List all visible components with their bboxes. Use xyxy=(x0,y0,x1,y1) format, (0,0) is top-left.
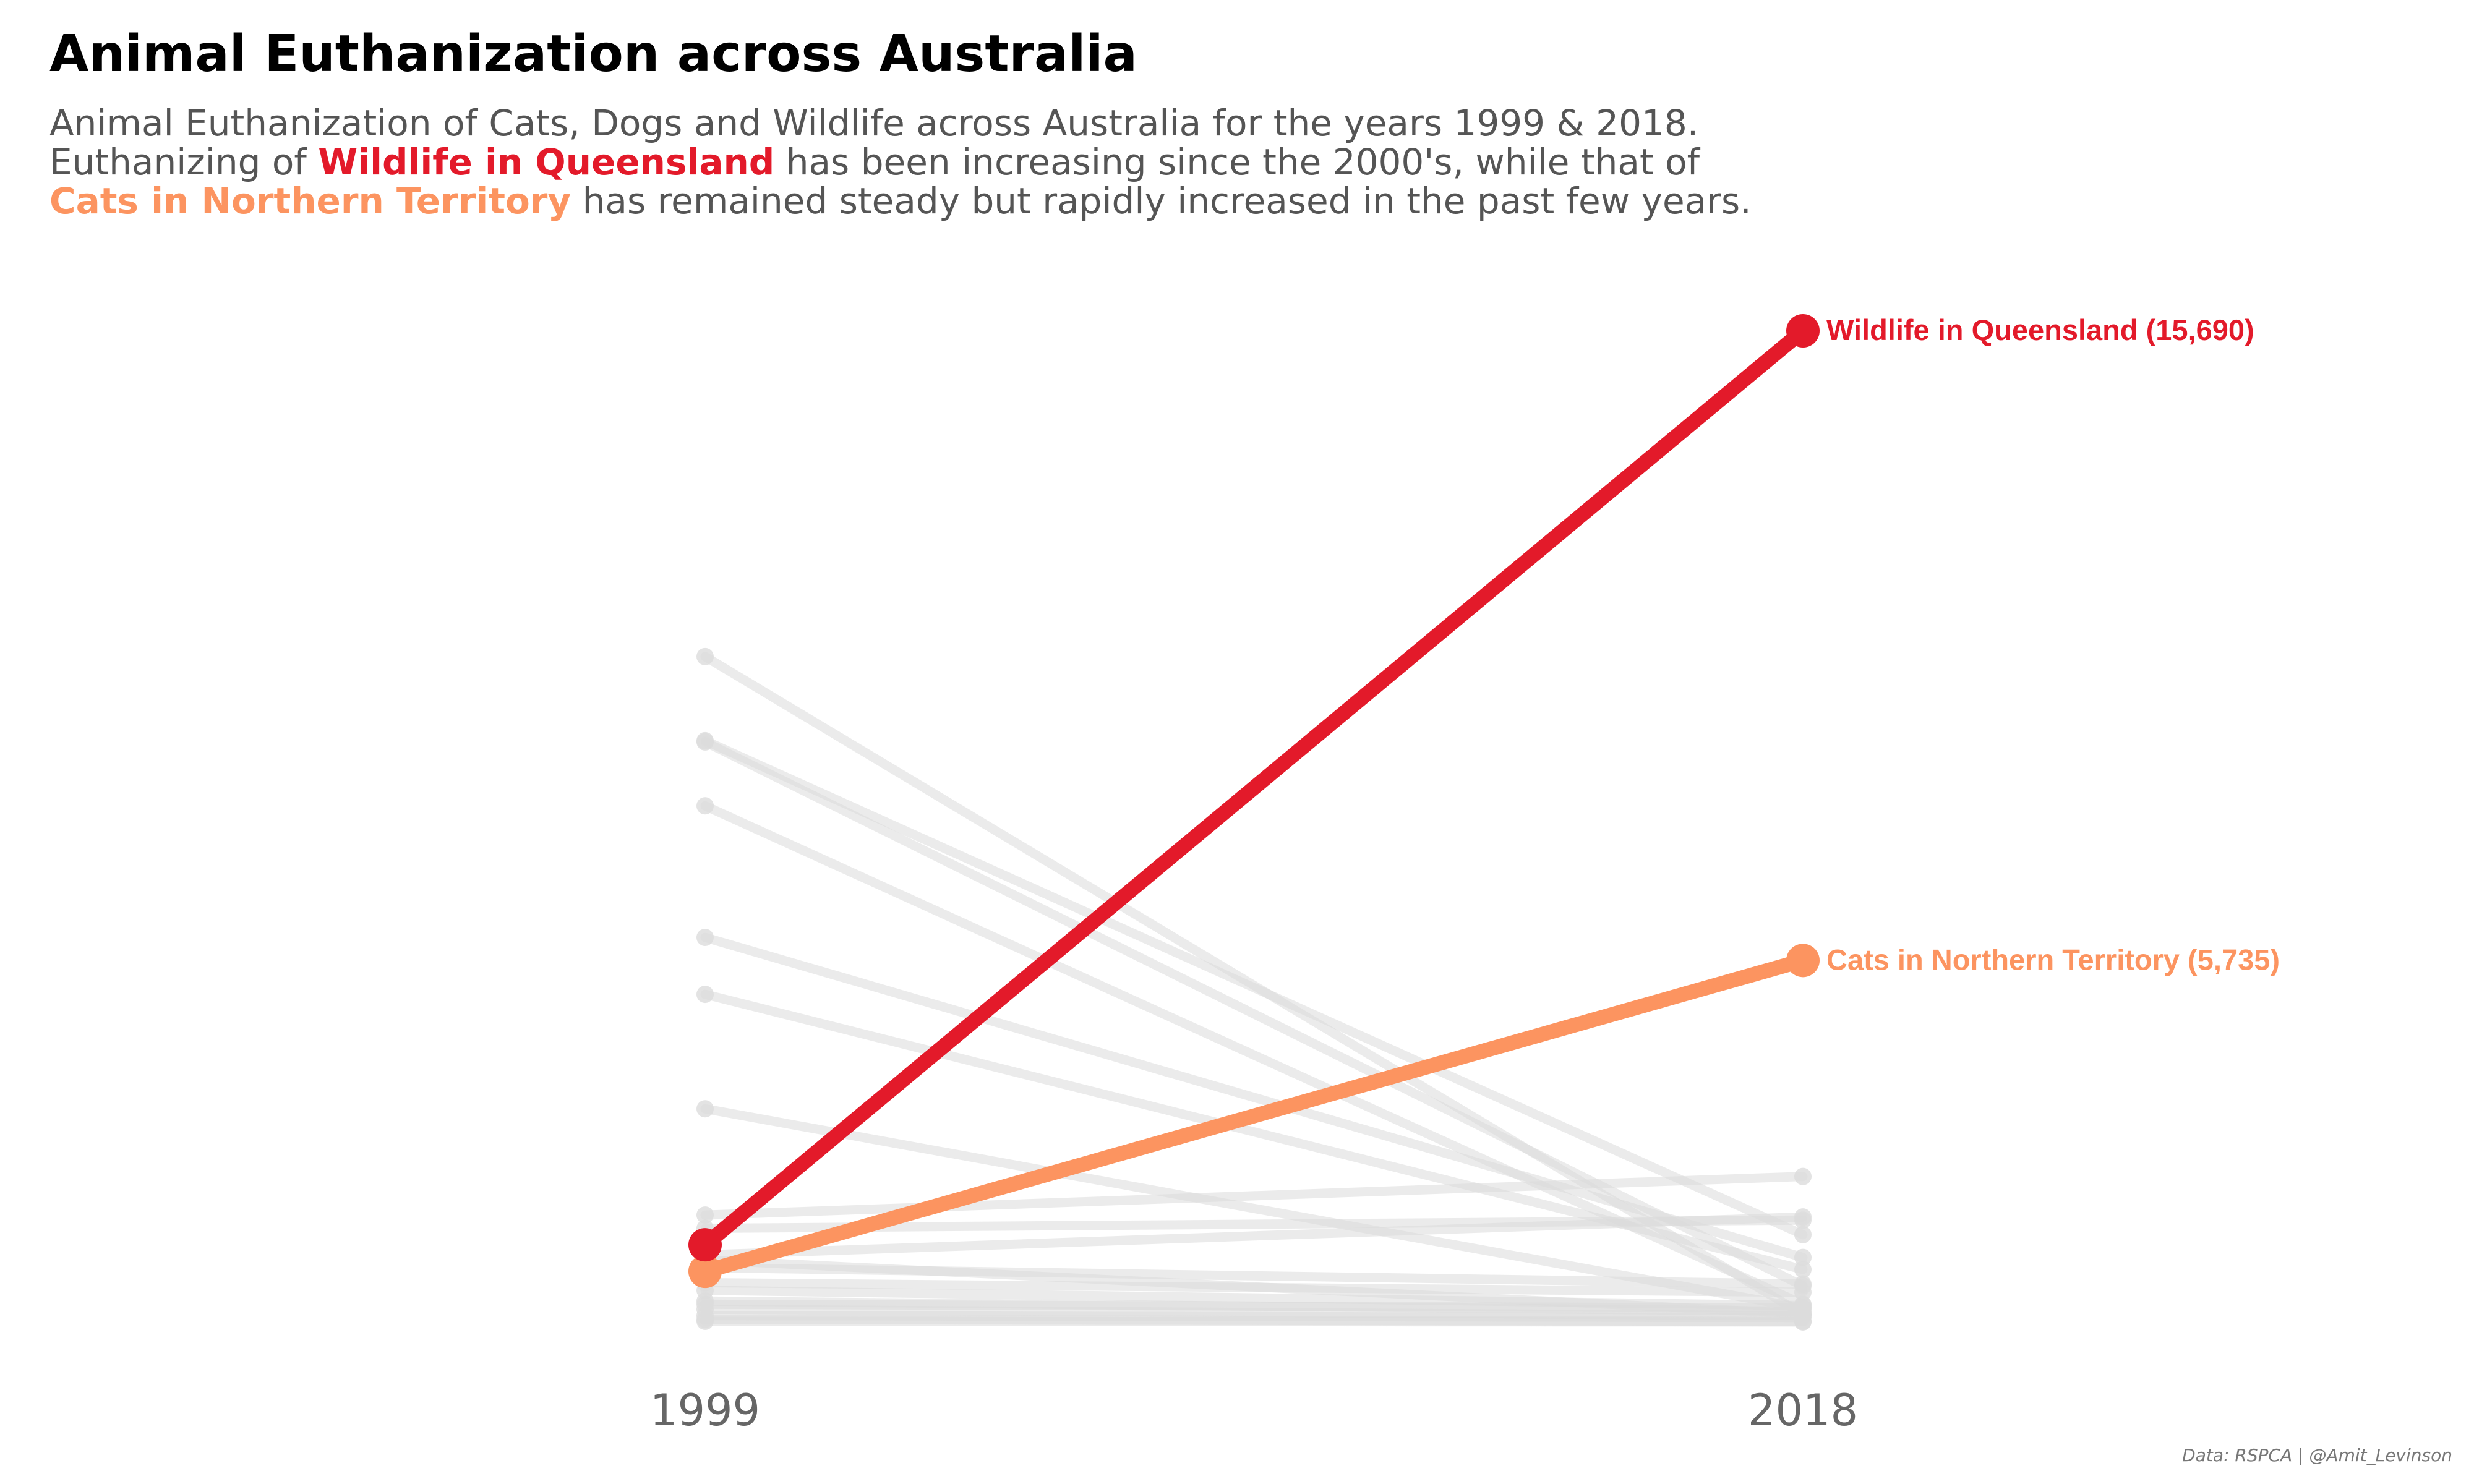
subtitle-line-3-tail: has remained steady but rapidly increase… xyxy=(571,180,1752,222)
background-point-2018 xyxy=(1794,1167,1812,1185)
x-tick-label-1999: 1999 xyxy=(650,1385,760,1436)
caption: Data: RSPCA | @Amit_Levinson xyxy=(2182,1445,2452,1465)
background-series-line xyxy=(700,1299,1808,1313)
subtitle-line-2: Euthanizing of Wildlife in Queensland ha… xyxy=(49,141,1700,183)
point-1999-wildlife-in-queensland xyxy=(688,1228,722,1262)
background-series-line xyxy=(700,736,1808,1240)
series-cats-in-northern-territory xyxy=(688,944,1820,1289)
background-series-line xyxy=(700,1263,1808,1289)
background-series-line xyxy=(700,1278,1808,1297)
background-point-2018 xyxy=(1794,1248,1812,1266)
subtitle-line-1: Animal Euthanization of Cats, Dogs and W… xyxy=(49,102,1699,144)
background-point-1999 xyxy=(696,797,714,815)
subtitle-line-2-tail: has been increasing since the 2000's, wh… xyxy=(774,141,1700,183)
background-series xyxy=(696,1167,1812,1224)
chart-title: Animal Euthanization across Australia xyxy=(49,25,1137,83)
background-point-2018 xyxy=(1794,1261,1812,1279)
background-point-2018 xyxy=(1794,1313,1812,1331)
series-wildlife-in-queensland xyxy=(688,314,1820,1262)
background-series xyxy=(696,929,1812,1266)
background-point-1999 xyxy=(696,647,714,665)
background-series-line xyxy=(700,737,1808,1291)
background-point-2018 xyxy=(1794,1208,1812,1226)
background-point-2018 xyxy=(1794,1226,1812,1243)
subtitle-highlight-wildlife: Wildlife in Queensland xyxy=(318,141,775,183)
subtitle-line-3: Cats in Northern Territory has remained … xyxy=(49,180,1752,222)
point-2018-cats-in-northern-territory xyxy=(1786,944,1820,978)
background-series-line xyxy=(700,1172,1808,1220)
x-axis: 1999 2018 xyxy=(650,1385,1858,1436)
background-series-line xyxy=(700,932,1808,1263)
background-series xyxy=(696,1312,1812,1331)
subtitle-line-2-lead: Euthanizing of xyxy=(49,141,319,183)
background-point-1999 xyxy=(696,1100,714,1118)
subtitle-highlight-cats: Cats in Northern Territory xyxy=(49,180,571,222)
point-1999-cats-in-northern-territory xyxy=(688,1255,722,1289)
highlighted-series-group xyxy=(688,314,1820,1289)
background-series-line xyxy=(700,1212,1808,1260)
point-2018-wildlife-in-queensland xyxy=(1786,314,1820,348)
background-point-1999 xyxy=(696,733,714,751)
background-point-1999 xyxy=(696,1206,714,1224)
background-point-2018 xyxy=(1794,1283,1812,1301)
x-tick-label-2018: 2018 xyxy=(1748,1385,1858,1436)
label-cats-in-northern-territory: Cats in Northern Territory (5,735) xyxy=(1826,943,2280,976)
background-point-1999 xyxy=(696,1312,714,1330)
background-series-line xyxy=(700,1104,1808,1313)
series-line-cats-in-northern-territory xyxy=(698,953,1810,1279)
background-series-group xyxy=(696,647,1812,1331)
background-series-line xyxy=(700,1316,1808,1327)
series-line-wildlife-in-queensland xyxy=(698,323,1810,1253)
background-point-1999 xyxy=(696,929,714,947)
label-group: Cats in Northern Territory (5,735) Wildli… xyxy=(1826,313,2280,976)
label-wildlife-in-queensland: Wildlife in Queensland (15,690) xyxy=(1826,313,2254,346)
background-point-1999 xyxy=(696,986,714,1004)
